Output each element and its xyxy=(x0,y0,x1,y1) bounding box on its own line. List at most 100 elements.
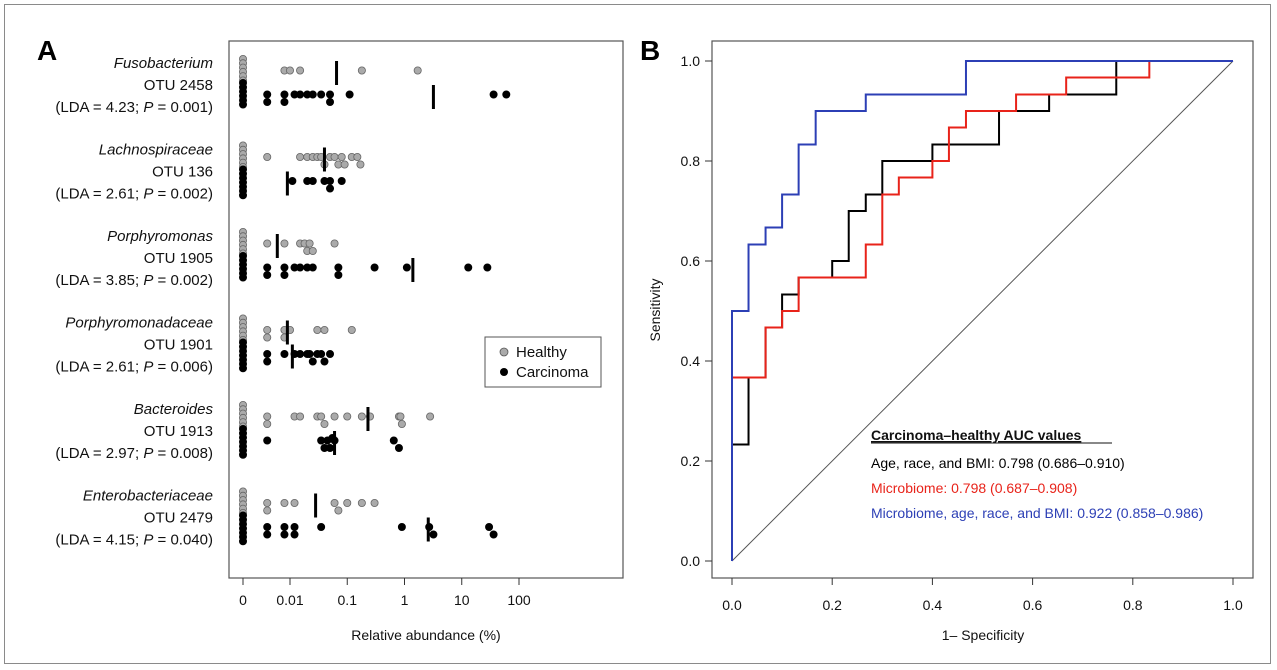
a-healthy-point xyxy=(334,506,343,515)
panel-b-curves xyxy=(731,60,1234,562)
a-carcinoma-point xyxy=(238,364,247,373)
a-healthy-point xyxy=(356,160,365,169)
a-healthy-point xyxy=(413,66,422,75)
a-x-tick-label: 100 xyxy=(507,592,531,608)
a-healthy-point xyxy=(296,412,305,421)
b-y-tick-label: 0.4 xyxy=(681,353,701,369)
a-group-stats: (LDA = 2.97; P = 0.008) xyxy=(55,445,213,462)
a-healthy-point xyxy=(347,325,356,334)
a-carcinoma-point xyxy=(317,349,326,358)
a-healthy-point xyxy=(340,160,349,169)
a-group-otu: OTU 1901 xyxy=(144,337,213,354)
a-group-otu: OTU 1913 xyxy=(144,423,213,440)
a-group-name: Enterobacteriaceae xyxy=(83,488,213,505)
a-group-otu: OTU 1905 xyxy=(144,250,213,267)
a-healthy-point xyxy=(308,246,317,255)
a-healthy-point xyxy=(330,498,339,507)
a-carcinoma-point xyxy=(263,523,272,532)
a-healthy-point xyxy=(397,419,406,428)
a-healthy-point xyxy=(357,66,366,75)
a-healthy-point xyxy=(396,412,405,421)
a-healthy-point xyxy=(370,498,379,507)
a-carcinoma-point xyxy=(334,263,343,272)
legend-carcinoma-marker xyxy=(500,368,508,376)
b-y-tick-label: 0.2 xyxy=(681,453,701,469)
a-carcinoma-point xyxy=(263,436,272,445)
a-carcinoma-point xyxy=(296,90,305,99)
a-healthy-point xyxy=(280,239,289,248)
a-carcinoma-point xyxy=(402,263,411,272)
a-carcinoma-point xyxy=(296,263,305,272)
a-healthy-point xyxy=(280,498,289,507)
panel-a-groups: Fusobacterium OTU 2458 (LDA = 4.23; P = 0.… xyxy=(55,55,511,549)
a-carcinoma-point xyxy=(489,530,498,539)
a-group-bacteroides: Bacteroides OTU 1913 (LDA = 2.97; P = 0.00… xyxy=(55,400,435,462)
a-group-porphyromonas: Porphyromonas OTU 1905 (LDA = 3.85; P = 0.… xyxy=(55,227,492,289)
a-carcinoma-point xyxy=(394,443,403,452)
a-carcinoma-point xyxy=(288,176,297,185)
a-carcinoma-point xyxy=(263,530,272,539)
a-carcinoma-point xyxy=(290,530,299,539)
a-carcinoma-point xyxy=(238,273,247,282)
a-carcinoma-point xyxy=(263,357,272,366)
a-healthy-point xyxy=(285,66,294,75)
a-group-stats: (LDA = 4.23; P = 0.001) xyxy=(55,99,213,116)
figure-frame xyxy=(4,4,1271,664)
a-x-tick-label: 0 xyxy=(239,592,247,608)
a-healthy-point xyxy=(426,412,435,421)
a-healthy-point xyxy=(305,239,314,248)
b-x-tick-label: 0.4 xyxy=(923,597,943,613)
a-carcinoma-point xyxy=(464,263,473,272)
panel-a-x-axis: 0 0.01 0.1 1 10 100 xyxy=(239,578,531,608)
legend-healthy-marker xyxy=(499,347,509,357)
a-carcinoma-point xyxy=(308,90,317,99)
b-roc-combined xyxy=(731,60,1233,561)
a-carcinoma-point xyxy=(263,349,272,358)
panel-a-letter: A xyxy=(37,35,57,66)
auc-line-combined: Microbiome, age, race, and BMI: 0.922 (0… xyxy=(871,505,1203,521)
a-carcinoma-point xyxy=(305,349,314,358)
a-carcinoma-point xyxy=(326,90,335,99)
b-x-tick-label: 0.8 xyxy=(1123,597,1143,613)
a-carcinoma-point xyxy=(326,443,335,452)
a-healthy-point xyxy=(263,152,272,161)
a-carcinoma-point xyxy=(290,523,299,532)
a-healthy-point xyxy=(263,506,272,515)
a-carcinoma-point xyxy=(308,263,317,272)
a-group-otu: OTU 2458 xyxy=(144,77,213,94)
a-group-name: Porphyromonadaceae xyxy=(65,315,213,332)
b-diagonal-reference xyxy=(731,60,1234,562)
a-healthy-point xyxy=(263,412,272,421)
a-carcinoma-point xyxy=(238,450,247,459)
a-carcinoma-point xyxy=(429,530,438,539)
b-y-tick-label: 0.8 xyxy=(681,153,701,169)
a-carcinoma-point xyxy=(326,349,335,358)
a-healthy-point xyxy=(330,412,339,421)
a-healthy-point xyxy=(337,152,346,161)
a-group-otu: OTU 2479 xyxy=(144,510,213,527)
a-carcinoma-point xyxy=(263,98,272,107)
a-x-tick-label: 1 xyxy=(401,592,409,608)
panel-b-y-axis-title: Sensitivity xyxy=(647,278,663,341)
a-group-otu: OTU 136 xyxy=(152,164,213,181)
a-carcinoma-point xyxy=(326,98,335,107)
panel-a-dotplot: Fusobacterium OTU 2458 (LDA = 4.23; P = 0.… xyxy=(55,40,624,643)
b-y-tick-label: 0.6 xyxy=(681,253,701,269)
a-carcinoma-point xyxy=(280,270,289,279)
a-healthy-point xyxy=(263,419,272,428)
a-carcinoma-point xyxy=(238,191,247,200)
panel-b-roc: 0.0 0.2 0.4 0.6 0.8 1.0 0.0 0.2 0.4 0.6 0.8 1.0 1– … xyxy=(647,40,1254,643)
auc-line-microbiome: Microbiome: 0.798 (0.687–0.908) xyxy=(871,480,1077,496)
a-healthy-point xyxy=(330,239,339,248)
a-carcinoma-point xyxy=(280,98,289,107)
a-carcinoma-point xyxy=(280,523,289,532)
a-carcinoma-point xyxy=(308,357,317,366)
a-carcinoma-point xyxy=(280,349,289,358)
panel-a-x-axis-title: Relative abundance (%) xyxy=(351,627,500,643)
a-carcinoma-point xyxy=(263,270,272,279)
b-x-tick-label: 0.6 xyxy=(1023,597,1043,613)
a-x-tick-label: 0.01 xyxy=(276,592,303,608)
a-carcinoma-point xyxy=(320,357,329,366)
b-y-tick-label: 1.0 xyxy=(681,53,701,69)
a-healthy-point xyxy=(263,333,272,342)
